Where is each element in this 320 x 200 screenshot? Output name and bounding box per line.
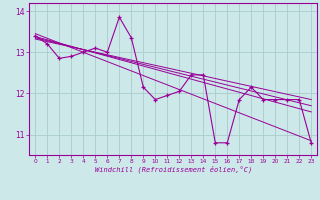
X-axis label: Windchill (Refroidissement éolien,°C): Windchill (Refroidissement éolien,°C) (95, 166, 252, 173)
